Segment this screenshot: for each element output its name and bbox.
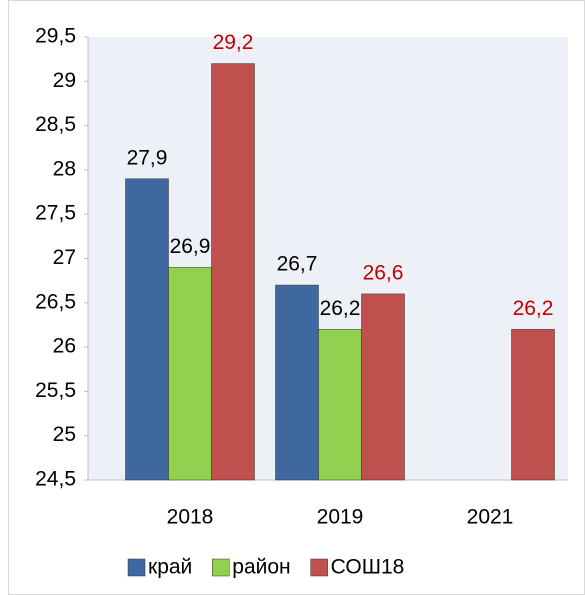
value-label: 26,2 [513, 297, 554, 320]
legend-label: край [148, 556, 192, 579]
bar [211, 63, 255, 481]
y-tick-label: 28 [53, 157, 76, 180]
value-label: 26,2 [320, 297, 361, 320]
value-label: 26,9 [170, 235, 211, 258]
legend-swatch [310, 558, 328, 577]
value-label: 27,9 [127, 146, 168, 169]
y-tick-label: 29 [53, 69, 76, 92]
bar [361, 293, 405, 481]
value-label: 26,6 [363, 261, 404, 284]
y-tick-label: 26,5 [35, 290, 76, 313]
x-tick-label: 2018 [167, 506, 214, 529]
y-tick-label: 26 [53, 335, 76, 358]
legend-label: район [232, 556, 290, 579]
x-tick-label: 2021 [467, 506, 514, 529]
value-label: 26,7 [277, 253, 318, 276]
value-label: 29,2 [213, 31, 254, 54]
bar [318, 329, 362, 481]
bar [275, 284, 319, 481]
legend-label: СОШ18 [331, 556, 405, 579]
y-tick-label: 29,5 [35, 25, 76, 48]
y-tick-label: 25 [53, 423, 76, 446]
x-tick-label: 2019 [317, 506, 364, 529]
y-tick-label: 27,5 [35, 202, 76, 225]
y-tick-label: 25,5 [35, 379, 76, 402]
bar [168, 267, 212, 481]
legend-swatch [212, 558, 230, 577]
legend-swatch [127, 558, 146, 577]
y-tick-label: 27 [53, 246, 76, 269]
y-tick-label: 28,5 [35, 113, 76, 136]
bar [511, 329, 555, 481]
bar [125, 178, 169, 481]
y-tick-label: 24,5 [35, 468, 76, 491]
